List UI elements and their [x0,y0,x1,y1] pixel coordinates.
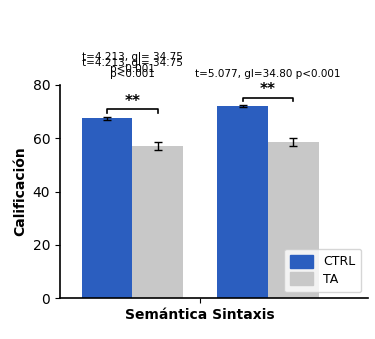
Text: **: ** [260,82,276,97]
Text: **: ** [124,94,140,109]
Text: t=4.213, gl= 34.75
p<0.001: t=4.213, gl= 34.75 p<0.001 [82,53,183,74]
Bar [132,146,183,298]
Text: t=4.213, gl= 34.75
p<0.001: t=4.213, gl= 34.75 p<0.001 [82,58,183,79]
Bar [268,142,319,298]
Y-axis label: Calificación: Calificación [13,147,27,236]
Bar [82,118,132,298]
Legend: CTRL, TA: CTRL, TA [284,248,361,292]
Bar [217,106,268,298]
Text: t=5.077, gl=34.80 p<0.001: t=5.077, gl=34.80 p<0.001 [195,69,341,79]
